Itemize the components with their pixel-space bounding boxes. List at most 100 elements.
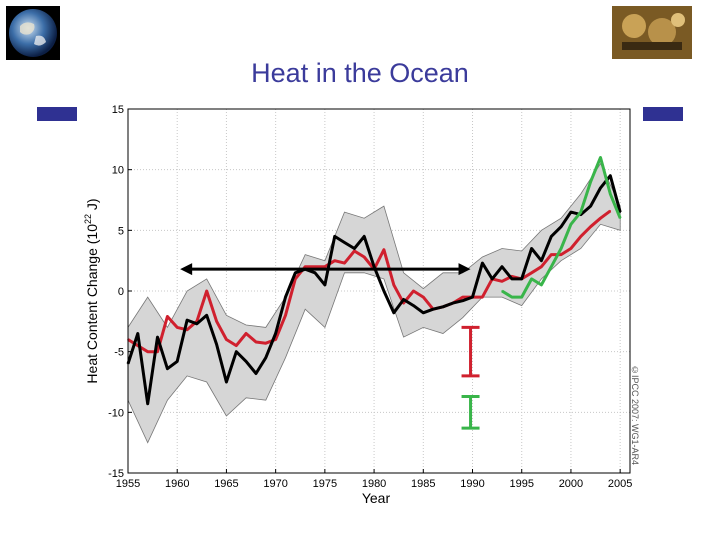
series-layer: [126, 156, 622, 406]
data-point-black: [392, 312, 395, 314]
data-point-red: [314, 265, 316, 268]
data-point-black: [383, 290, 385, 292]
y-axis-label-unit: J): [84, 198, 100, 214]
data-point-black: [491, 278, 493, 280]
data-point-black: [471, 296, 474, 298]
data-point-red: [402, 302, 405, 304]
data-point-black: [235, 350, 238, 353]
data-point-black: [156, 336, 159, 338]
data-point-black: [146, 403, 149, 405]
data-point-green: [599, 156, 602, 159]
data-point-black: [166, 367, 169, 370]
x-tick-label: 1960: [165, 478, 189, 490]
data-point-black: [274, 332, 277, 335]
data-point-red: [304, 265, 306, 268]
data-point-black: [511, 278, 513, 280]
data-point-red: [589, 225, 592, 228]
data-point-red: [353, 250, 356, 252]
data-point-black: [442, 305, 444, 308]
data-point-black: [245, 360, 247, 363]
data-point-black: [284, 296, 287, 298]
slide-title: Heat in the Ocean: [251, 58, 469, 88]
data-point-red: [343, 262, 346, 264]
series-line-red: [127, 209, 612, 354]
data-point-black: [137, 332, 139, 335]
data-point-green: [530, 278, 533, 280]
data-point-green: [511, 296, 513, 298]
x-tick-label: 2005: [608, 478, 632, 490]
data-point-red: [461, 296, 464, 298]
y-tick-label: 10: [112, 165, 124, 177]
data-point-red: [294, 278, 297, 280]
data-point-red: [324, 265, 326, 268]
data-point-black: [205, 314, 208, 317]
data-point-black: [294, 272, 297, 274]
data-point-red: [570, 247, 572, 250]
data-point-red: [205, 290, 208, 292]
x-tick-label: 1985: [411, 478, 435, 490]
data-point-green: [550, 265, 553, 268]
data-point-red: [186, 329, 188, 331]
data-point-red: [392, 284, 395, 286]
data-point-red: [540, 265, 543, 268]
data-point-black: [215, 343, 218, 346]
data-point-red: [146, 350, 149, 353]
x-tick-label: 1995: [509, 478, 533, 490]
data-point-black: [619, 211, 621, 213]
axis-ticks: 1955 1960 1965 1970 1975 1980 1985 1990 1995 2000…: [108, 104, 632, 490]
data-point-black: [520, 278, 523, 280]
y-tick-label: -15: [108, 468, 124, 480]
data-point-red: [609, 210, 612, 212]
data-point-black: [432, 308, 434, 311]
data-point-black: [353, 247, 356, 250]
data-point-black: [402, 298, 405, 301]
data-point-red: [245, 332, 247, 335]
data-point-green: [501, 290, 503, 292]
data-point-red: [235, 344, 238, 347]
y-tick-label: -10: [108, 407, 124, 419]
data-point-black: [570, 211, 572, 213]
data-point-black: [501, 265, 503, 268]
earth-image: [6, 6, 60, 60]
data-point-green: [540, 284, 543, 286]
data-point-red: [333, 259, 336, 262]
data-point-red: [176, 326, 179, 329]
data-point-black: [373, 265, 375, 268]
x-tick-label: 1990: [460, 478, 484, 490]
x-tick-label: 1965: [214, 478, 238, 490]
data-point-black: [609, 174, 612, 177]
data-point-black: [481, 262, 484, 264]
data-point-red: [166, 315, 169, 318]
double-arrow-left-head: [180, 263, 193, 276]
data-point-green: [609, 193, 612, 195]
copyright-notice: ©IPCC 2007: WG1-AR4: [630, 365, 640, 466]
data-point-black: [599, 187, 602, 189]
data-point-black: [196, 322, 198, 325]
data-point-black: [324, 284, 326, 286]
data-point-black: [176, 360, 179, 363]
y-axis-label-exponent: 22: [83, 214, 93, 224]
data-point-green: [619, 217, 621, 219]
data-point-green: [579, 211, 582, 213]
left-accent-bar: [37, 107, 77, 121]
annotation-layer: [180, 263, 480, 430]
data-point-red: [550, 253, 553, 256]
data-point-green: [570, 223, 572, 226]
data-point-black: [530, 247, 533, 250]
x-tick-label: 1970: [263, 478, 287, 490]
data-point-red: [422, 296, 425, 298]
x-tick-label: 2000: [559, 478, 583, 490]
data-point-black: [265, 356, 267, 359]
data-point-black: [363, 235, 366, 238]
data-point-red: [579, 235, 582, 238]
data-point-red: [383, 248, 385, 251]
data-point-red: [255, 341, 257, 343]
data-point-red: [363, 256, 366, 258]
data-point-black: [225, 381, 228, 383]
data-point-black: [540, 259, 543, 262]
data-point-black: [550, 235, 553, 238]
data-point-green: [589, 181, 592, 183]
right-accent-bar: [643, 107, 683, 121]
data-point-black: [314, 272, 316, 274]
